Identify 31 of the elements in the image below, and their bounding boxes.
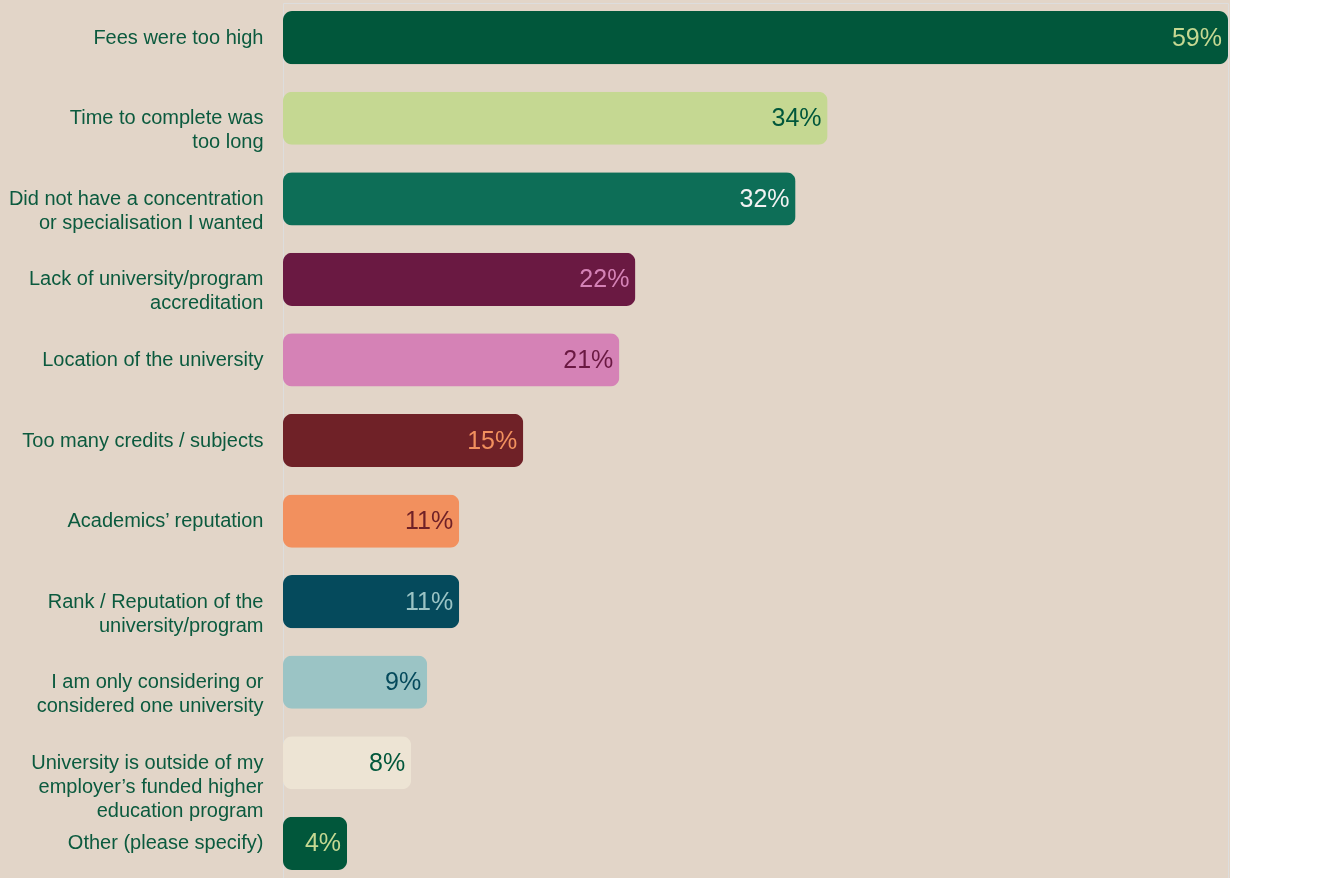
bar [283,494,460,548]
data-label: 21% [563,344,614,373]
data-label: 34% [771,103,822,132]
bar [283,575,460,629]
y-tick-label: Other (please specify) [67,831,264,854]
data-label: 4% [304,828,342,857]
y-tick-label: Location of the university [42,347,264,370]
bar [283,252,636,306]
data-label: 11% [405,586,454,615]
y-tick-label: Lack of university/program accreditation [28,267,264,314]
bar [283,655,428,709]
data-label: 15% [467,425,518,454]
y-tick-label: Too many credits / subjects [22,428,264,451]
y-tick-label: I am only considering or considered one university [36,670,264,717]
data-label: 22% [579,264,630,293]
data-label: 9% [385,667,422,696]
bar [283,172,796,226]
data-label: 32% [739,183,790,212]
y-tick-label: University is outside of my employer’s funded higher education program [31,750,264,821]
y-tick-label: Rank / Reputation of the university/program [47,589,264,636]
y-tick-label: Did not have a concentration or specialisation I wanted [8,186,264,233]
bar [283,413,524,468]
data-label: 59% [1171,22,1222,51]
data-label: 8% [368,747,406,776]
data-label: 11% [405,506,454,535]
bar [283,333,620,387]
bar [283,91,828,145]
y-tick-label: Fees were too high [93,25,264,48]
y-tick-label: Time to complete was too long [69,106,264,153]
bar [283,11,1228,65]
y-tick-label: Academics’ reputation [67,509,264,532]
